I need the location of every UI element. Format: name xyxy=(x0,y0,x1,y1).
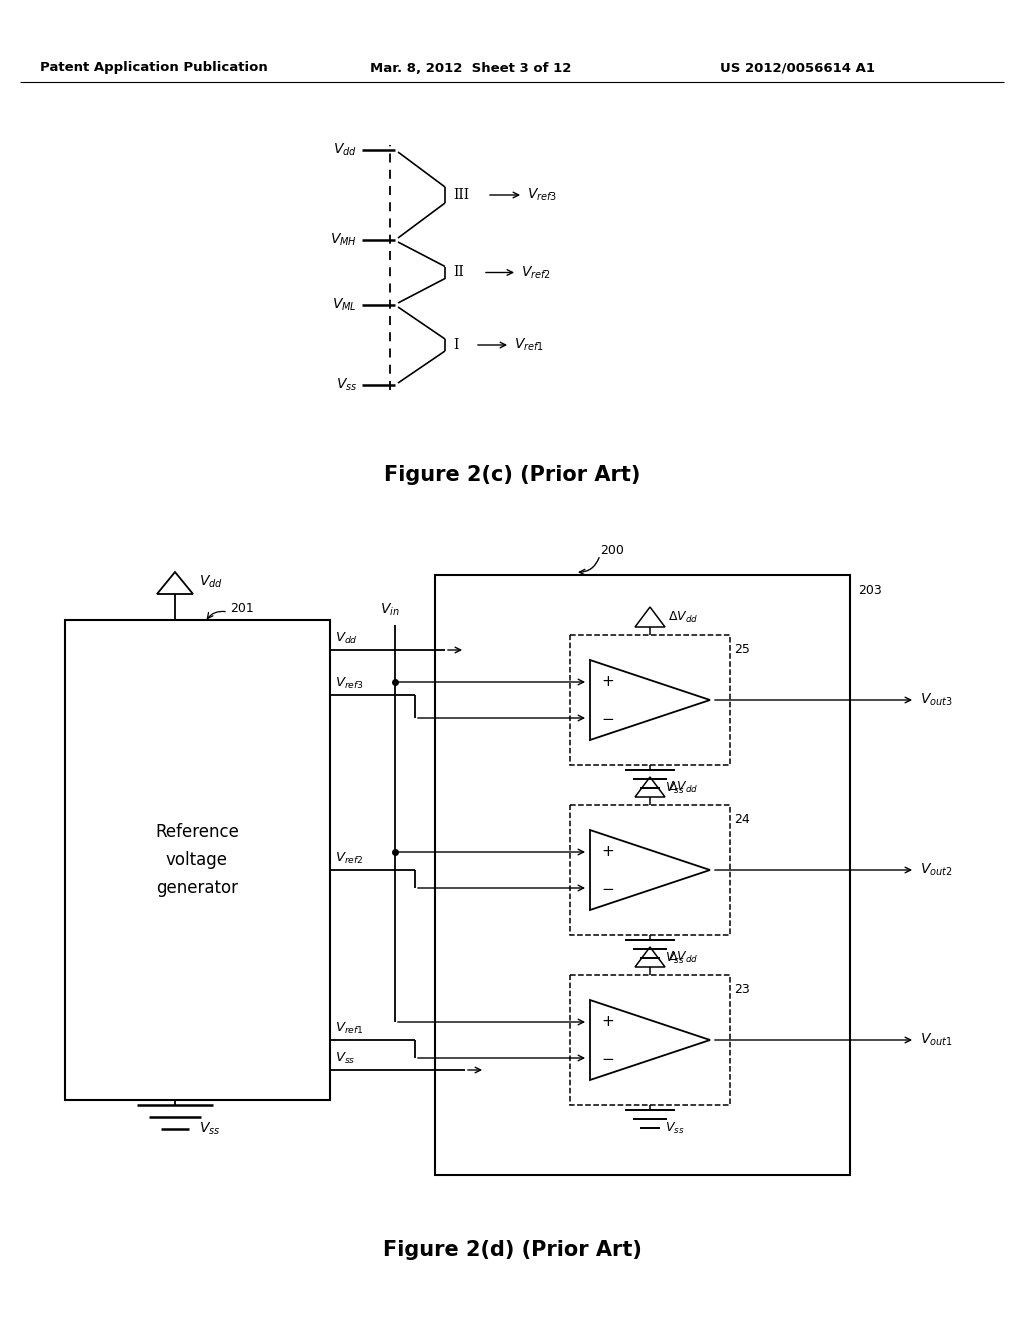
Text: $V_{ss}$: $V_{ss}$ xyxy=(335,1051,355,1065)
Text: $V_{ref1}$: $V_{ref1}$ xyxy=(335,1020,364,1036)
Text: $V_{ss}$: $V_{ss}$ xyxy=(336,376,357,393)
Text: $-$: $-$ xyxy=(601,1051,614,1065)
Text: 25: 25 xyxy=(734,643,750,656)
Text: Patent Application Publication: Patent Application Publication xyxy=(40,62,267,74)
Text: generator: generator xyxy=(156,879,238,898)
Text: Mar. 8, 2012  Sheet 3 of 12: Mar. 8, 2012 Sheet 3 of 12 xyxy=(370,62,571,74)
Text: $V_{dd}$: $V_{dd}$ xyxy=(335,631,357,645)
Bar xyxy=(570,975,730,1105)
Text: $V_{out3}$: $V_{out3}$ xyxy=(920,692,952,709)
Text: 200: 200 xyxy=(600,544,624,557)
Text: $-$: $-$ xyxy=(601,710,614,726)
Text: $\Delta V_{dd}$: $\Delta V_{dd}$ xyxy=(668,779,698,795)
Text: voltage: voltage xyxy=(166,851,228,869)
Text: $V_{in}$: $V_{in}$ xyxy=(380,602,399,618)
Text: $V_{out1}$: $V_{out1}$ xyxy=(920,1032,952,1048)
Text: $V_{out2}$: $V_{out2}$ xyxy=(920,862,952,878)
Text: 23: 23 xyxy=(734,983,750,997)
Text: Figure 2(d) (Prior Art): Figure 2(d) (Prior Art) xyxy=(383,1239,641,1261)
Text: Reference: Reference xyxy=(155,822,239,841)
Text: 24: 24 xyxy=(734,813,750,826)
Text: II: II xyxy=(453,265,464,280)
Text: $V_{ss}$: $V_{ss}$ xyxy=(665,950,684,965)
Text: III: III xyxy=(453,187,469,202)
Text: $V_{ML}$: $V_{ML}$ xyxy=(332,297,357,313)
Text: Figure 2(c) (Prior Art): Figure 2(c) (Prior Art) xyxy=(384,465,640,484)
Text: $V_{ss}$: $V_{ss}$ xyxy=(665,1121,684,1135)
Text: $V_{dd}$: $V_{dd}$ xyxy=(333,141,357,158)
Text: +: + xyxy=(602,845,614,859)
Text: $\Delta V_{dd}$: $\Delta V_{dd}$ xyxy=(668,610,698,624)
Text: $V_{ref3}$: $V_{ref3}$ xyxy=(527,187,557,203)
Text: $V_{ref1}$: $V_{ref1}$ xyxy=(514,337,544,354)
Text: $V_{ref2}$: $V_{ref2}$ xyxy=(521,264,551,281)
Text: $V_{ss}$: $V_{ss}$ xyxy=(665,780,684,796)
Bar xyxy=(570,635,730,766)
Text: US 2012/0056614 A1: US 2012/0056614 A1 xyxy=(720,62,874,74)
Text: $\Delta V_{dd}$: $\Delta V_{dd}$ xyxy=(668,949,698,965)
Text: $-$: $-$ xyxy=(601,880,614,895)
Bar xyxy=(570,805,730,935)
Text: $V_{ref2}$: $V_{ref2}$ xyxy=(335,850,364,866)
Text: $V_{ss}$: $V_{ss}$ xyxy=(199,1121,220,1138)
Text: +: + xyxy=(602,1015,614,1030)
Text: $V_{dd}$: $V_{dd}$ xyxy=(199,574,223,590)
Text: $V_{ref3}$: $V_{ref3}$ xyxy=(335,676,364,690)
Text: $V_{MH}$: $V_{MH}$ xyxy=(330,232,357,248)
Text: +: + xyxy=(602,675,614,689)
Text: 203: 203 xyxy=(858,583,882,597)
Text: I: I xyxy=(453,338,459,352)
Bar xyxy=(65,620,330,1100)
Text: 201: 201 xyxy=(230,602,254,615)
Bar xyxy=(435,576,850,1175)
